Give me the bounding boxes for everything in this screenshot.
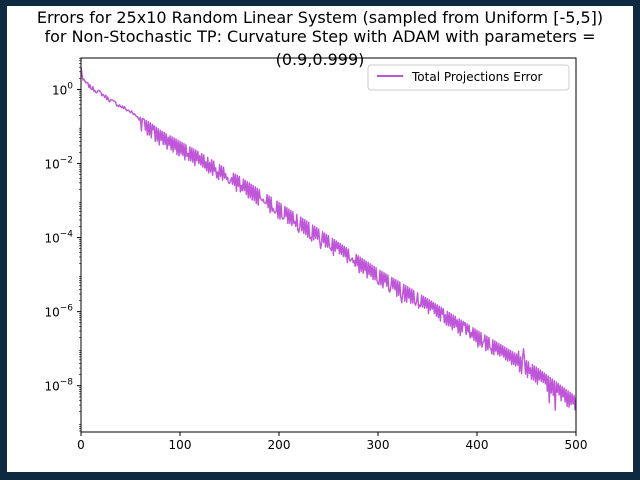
- x-tick-label: 200: [268, 438, 291, 452]
- x-tick-label: 300: [367, 438, 390, 452]
- legend-box: [367, 64, 570, 91]
- chart-title-line-1: Errors for 25x10 Random Linear System (s…: [37, 8, 603, 27]
- line-chart: Errors for 25x10 Random Linear System (s…: [37, 8, 603, 452]
- y-tick-label: 10−2: [44, 156, 73, 172]
- chart-title-line-3: (0.9,0.999): [276, 50, 365, 69]
- legend-label: Total Projections Error: [411, 70, 543, 84]
- y-tick-label: 100: [52, 81, 73, 97]
- y-tick-label: 10−6: [44, 304, 73, 320]
- y-tick-label: 10−8: [44, 378, 73, 394]
- series-layer: [81, 66, 576, 411]
- x-tick-label: 400: [466, 438, 489, 452]
- x-tick-label: 500: [565, 438, 588, 452]
- chart-title: Errors for 25x10 Random Linear System (s…: [37, 8, 603, 69]
- chart-title-line-2: for Non-Stochastic TP: Curvature Step wi…: [45, 27, 596, 46]
- plot-frame: [80, 57, 577, 433]
- series-line-total-projections-error: [81, 66, 576, 411]
- x-axis: 0 100 200 300 400 500: [77, 432, 587, 452]
- x-tick-label: 0: [77, 438, 85, 452]
- y-tick-label: 10−4: [44, 230, 73, 246]
- x-tick-label: 100: [169, 438, 192, 452]
- legend: Total Projections Error: [367, 64, 570, 91]
- figure-canvas: Errors for 25x10 Random Linear System (s…: [7, 6, 633, 472]
- y-axis: 100 10−2 10−4 10−6 10−8: [44, 57, 81, 432]
